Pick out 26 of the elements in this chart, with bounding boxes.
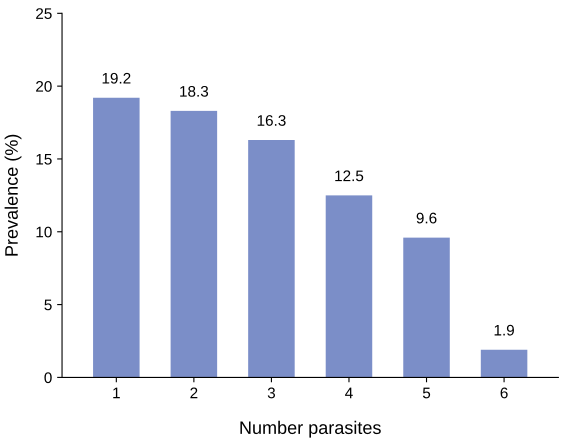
bar xyxy=(170,110,218,378)
y-tick-label: 0 xyxy=(44,372,52,384)
y-tick-label: 5 xyxy=(44,300,52,310)
y-tick-label: 20 xyxy=(36,81,52,92)
y-tick-label: 10 xyxy=(36,226,52,238)
x-tick-label: 5 xyxy=(422,388,430,398)
y-tick-label: 25 xyxy=(36,8,52,20)
x-tick-label: 6 xyxy=(500,388,508,398)
x-axis-title: Number parasites xyxy=(240,420,381,438)
bar xyxy=(93,98,140,378)
bar xyxy=(480,350,528,378)
y-axis-title: Prevalence (%) xyxy=(4,134,22,256)
bar xyxy=(403,238,450,378)
bar xyxy=(326,195,372,378)
data-label: 16.3 xyxy=(258,115,286,126)
data-label: 9.6 xyxy=(416,212,436,224)
data-label: 12.5 xyxy=(335,170,364,182)
data-label: 1.9 xyxy=(494,324,514,336)
x-tick-label: 2 xyxy=(190,388,198,398)
y-tick-label: 15 xyxy=(36,154,52,165)
data-label: 18.3 xyxy=(180,86,208,97)
x-tick-label: 4 xyxy=(345,388,353,398)
bar xyxy=(248,140,295,378)
data-label: 19.2 xyxy=(102,72,130,84)
x-tick-label: 3 xyxy=(268,388,275,398)
x-tick-label: 1 xyxy=(113,388,120,398)
